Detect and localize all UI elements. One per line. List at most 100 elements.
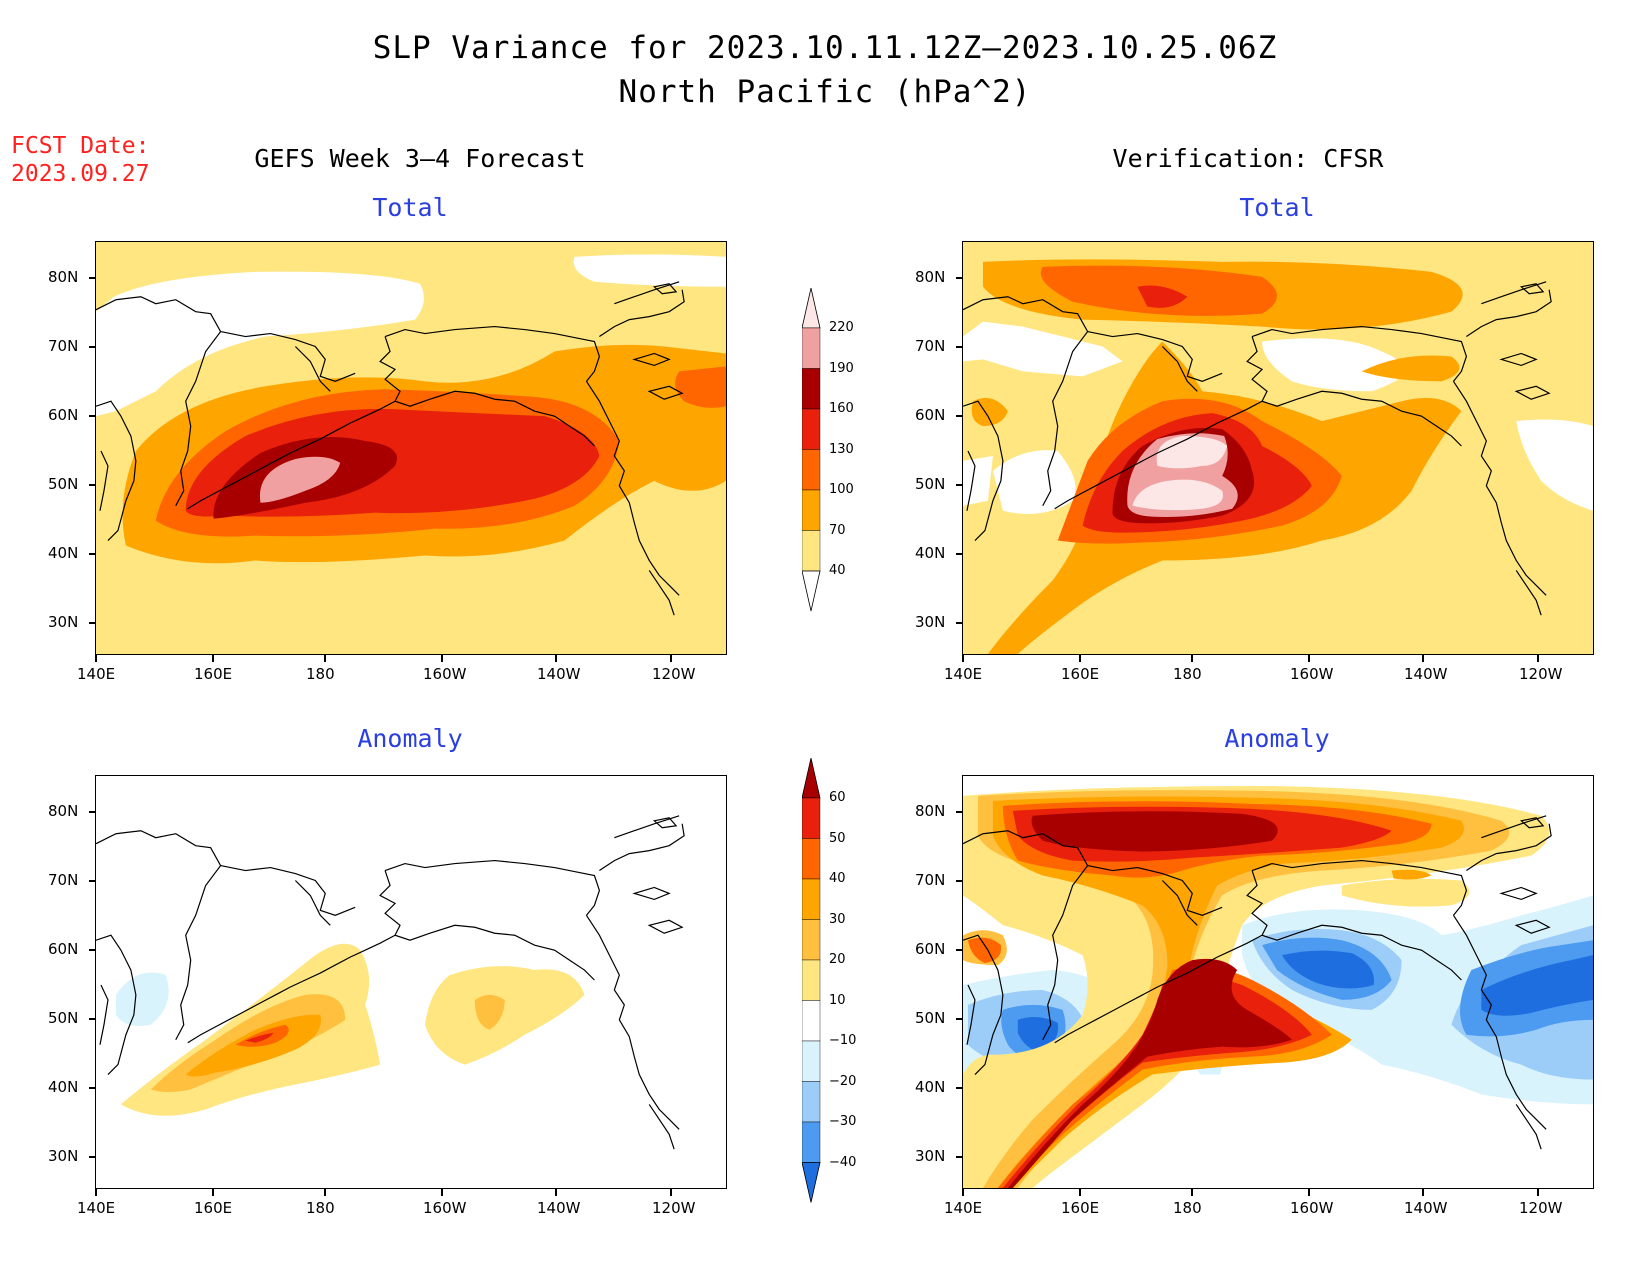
forecast-anomaly-lon-tick: 120W [652, 1199, 696, 1217]
forecast-total-lat-tick: 40N [48, 544, 79, 562]
verification-total-lat-tickmark [956, 622, 963, 624]
anomaly-colorbar-label: −40 [829, 1154, 857, 1170]
verification-anomaly-lat-tickmark [956, 1087, 963, 1089]
forecast-total-lat-tickmark [89, 553, 96, 555]
verification-anomaly-lat-tick: 60N [915, 940, 946, 958]
total-colorbar-swatch [802, 408, 821, 450]
verification-anomaly-lon-tickmark [1079, 1189, 1081, 1196]
anomaly-colorbar-swatch [802, 878, 821, 920]
forecast-anomaly-lon-tick: 140W [537, 1199, 581, 1217]
verification-anomaly-lon-tickmark [1308, 1189, 1310, 1196]
forecast-anomaly-lat-tick: 80N [48, 802, 79, 820]
total-colorbar-swatch [802, 449, 821, 491]
verification-total-lat-tick: 70N [915, 337, 946, 355]
verification-header: Verification: CFSR [1112, 144, 1384, 173]
verification-anomaly-label: Anomaly [1224, 724, 1330, 753]
forecast-total-lon-tick: 140W [537, 665, 581, 683]
verification-anomaly-lat-tickmark [956, 1018, 963, 1020]
forecast-total-lat-tick: 50N [48, 475, 79, 493]
forecast-anomaly-lat-tickmark [89, 949, 96, 951]
forecast-total-lat-tick: 70N [48, 337, 79, 355]
verification-anomaly-lon-tick: 160W [1290, 1199, 1334, 1217]
forecast-anomaly-lat-tickmark [89, 880, 96, 882]
verification-anomaly-lat-tick: 40N [915, 1078, 946, 1096]
total-colorbar-label: 100 [829, 482, 854, 497]
anomaly-colorbar-label: −30 [829, 1114, 857, 1129]
verification-anomaly-lat-tick: 30N [915, 1147, 946, 1165]
main-subtitle: North Pacific (hPa^2) [618, 74, 1032, 110]
anomaly-colorbar-label: 40 [829, 871, 846, 886]
forecast-total-lon-tick: 180 [306, 665, 335, 683]
anomaly-colorbar-bottom-arrow [802, 1162, 821, 1203]
forecast-total-lon-tickmark [95, 655, 97, 662]
verification-anomaly-lat-tickmark [956, 880, 963, 882]
forecast-anomaly-lat-tick: 70N [48, 871, 79, 889]
anomaly-colorbar-label: 60 [829, 790, 846, 805]
anomaly-colorbar-swatch [802, 1121, 821, 1163]
verification-anomaly-lat-tick: 50N [915, 1009, 946, 1027]
total-colorbar-swatch [802, 327, 821, 369]
verification-anomaly-lon-tickmark [1537, 1189, 1539, 1196]
anomaly-colorbar-swatch [802, 959, 821, 1001]
forecast-total-lon-tickmark [670, 655, 672, 662]
forecast-anomaly-label: Anomaly [357, 724, 463, 753]
forecast-anomaly-lon-tick: 180 [306, 1199, 335, 1217]
forecast-total-lon-tick: 160W [423, 665, 467, 683]
forecast-anomaly-lon-tickmark [555, 1189, 557, 1196]
anomaly-colorbar-swatch [802, 1000, 821, 1042]
verification-total-lat-tick: 40N [915, 544, 946, 562]
forecast-total-lon-tick: 140E [77, 665, 116, 683]
verification-anomaly-lat-tickmark [956, 949, 963, 951]
total-colorbar-label: 160 [829, 401, 854, 416]
verification-total-lon-tickmark [1537, 655, 1539, 662]
verification-total-lat-tickmark [956, 415, 963, 417]
total-colorbar-label: 70 [829, 522, 846, 538]
forecast-total-lat-tick: 80N [48, 268, 79, 286]
verification-total-lon-tick: 160W [1290, 665, 1334, 683]
forecast-anomaly-lon-tick: 140E [77, 1199, 116, 1217]
verification-anomaly-lon-tick: 120W [1519, 1199, 1563, 1217]
verification-anomaly-map [962, 775, 1594, 1189]
anomaly-colorbar-top-arrow [802, 758, 821, 799]
forecast-header: GEFS Week 3–4 Forecast [254, 144, 586, 173]
forecast-anomaly-lon-tick: 160E [194, 1199, 233, 1217]
forecast-total-lon-tickmark [324, 655, 326, 662]
total-colorbar-bottom-arrow [802, 570, 821, 612]
anomaly-colorbar-label: 10 [829, 992, 846, 1008]
verification-anomaly-lon-tickmark [1422, 1189, 1424, 1196]
verification-total-lon-tickmark [1422, 655, 1424, 662]
anomaly-colorbar [802, 758, 822, 1208]
forecast-total-lon-tickmark [212, 655, 214, 662]
verification-total-lon-tick: 140E [944, 665, 983, 683]
verification-total-lat-tickmark [956, 277, 963, 279]
verification-total-map [962, 241, 1594, 655]
verification-anomaly-lon-tick: 180 [1173, 1199, 1202, 1217]
verification-anomaly-lat-tickmark [956, 1156, 963, 1158]
anomaly-colorbar-label: 30 [829, 911, 846, 927]
forecast-anomaly-lon-tickmark [212, 1189, 214, 1196]
forecast-total-lat-tickmark [89, 622, 96, 624]
verification-anomaly-lat-tickmark [956, 811, 963, 813]
verification-total-lat-tickmark [956, 346, 963, 348]
forecast-anomaly-lat-tickmark [89, 1087, 96, 1089]
verification-anomaly-lon-tickmark [1191, 1189, 1193, 1196]
forecast-anomaly-lon-tick: 160W [423, 1199, 467, 1217]
main-title: SLP Variance for 2023.10.11.12Z–2023.10.… [372, 30, 1278, 66]
verification-total-lon-tick: 140W [1404, 665, 1448, 683]
forecast-total-label: Total [372, 193, 448, 222]
verification-total-lat-tick: 60N [915, 406, 946, 424]
verification-total-lat-tick: 50N [915, 475, 946, 493]
total-colorbar-label: 190 [829, 360, 854, 376]
total-colorbar-label: 130 [829, 441, 854, 457]
forecast-anomaly-lon-tickmark [670, 1189, 672, 1196]
total-colorbar-label: 40 [829, 563, 846, 578]
verification-total-lat-tickmark [956, 553, 963, 555]
forecast-total-lat-tickmark [89, 346, 96, 348]
forecast-anomaly-lon-tickmark [324, 1189, 326, 1196]
forecast-total-lon-tick: 120W [652, 665, 696, 683]
verification-anomaly-lon-tickmark [962, 1189, 964, 1196]
fcst-date-value: 2023.09.27 [11, 161, 150, 187]
anomaly-colorbar-label: 50 [829, 830, 846, 846]
anomaly-colorbar-swatch [802, 1040, 821, 1082]
anomaly-colorbar-swatch [802, 1081, 821, 1123]
